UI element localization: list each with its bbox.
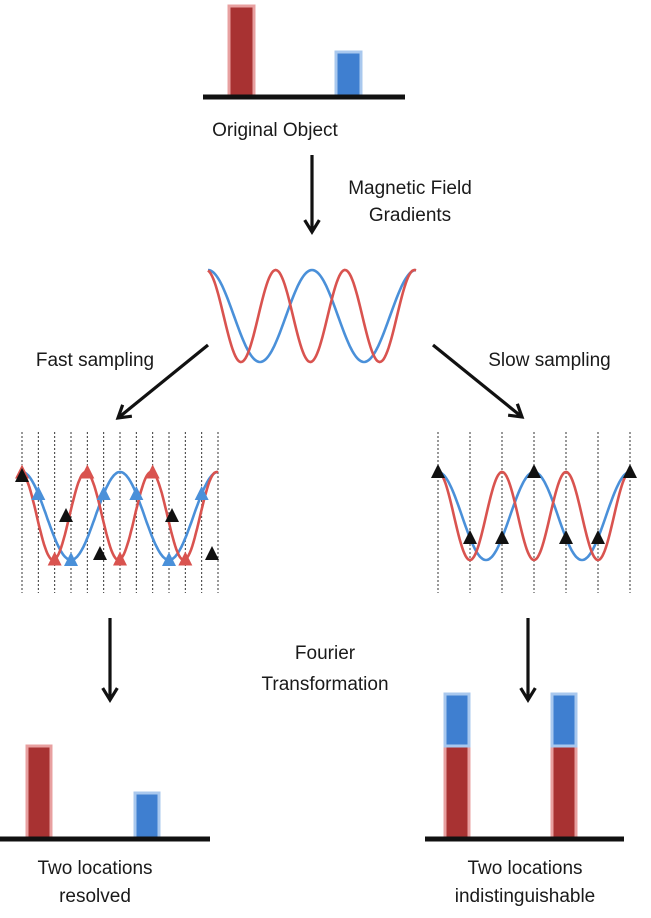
fast-red-marker bbox=[47, 551, 62, 566]
indistinguishable-label-line2: indistinguishable bbox=[454, 886, 596, 907]
fast-sampling-arrow-head bbox=[115, 404, 133, 420]
slow-black-marker bbox=[623, 464, 637, 478]
indist-blue-bar-left bbox=[443, 692, 471, 748]
gradients-arrow bbox=[303, 155, 321, 236]
arrows bbox=[101, 155, 537, 704]
fast-black-marker bbox=[59, 508, 73, 522]
slow-sampling-arrow bbox=[431, 343, 525, 419]
slow-sampling-arrow-shaft bbox=[431, 343, 524, 419]
center-blue-wave bbox=[207, 268, 417, 364]
slow-sampling-arrow-head bbox=[507, 403, 525, 419]
slow-black-marker bbox=[495, 530, 509, 544]
resolved-result-plot bbox=[0, 744, 210, 842]
fast-blue-marker bbox=[194, 486, 209, 500]
fast-red-marker bbox=[178, 551, 193, 566]
fast-blue-marker bbox=[64, 552, 78, 566]
fast-blue-marker bbox=[129, 486, 144, 500]
fast-black-marker bbox=[15, 468, 29, 482]
fast-black-marker bbox=[93, 546, 107, 560]
fast-sampling-label: Fast sampling bbox=[35, 350, 155, 371]
fast-blue-wave bbox=[21, 470, 219, 562]
indist-red-bar-right bbox=[550, 744, 578, 840]
slow-black-marker bbox=[591, 530, 605, 544]
fast-red-marker bbox=[80, 464, 95, 479]
gradients-label-line1: Magnetic Field bbox=[348, 178, 472, 199]
original-red-bar bbox=[227, 4, 256, 98]
fast-blue-marker bbox=[162, 552, 176, 566]
fast-red-marker bbox=[113, 551, 127, 566]
fast-blue-marker bbox=[31, 486, 46, 500]
original-object-plot bbox=[203, 4, 405, 100]
fast-black-marker bbox=[165, 508, 179, 522]
indist-blue-bar-right bbox=[550, 692, 578, 748]
fast-red-marker bbox=[145, 464, 160, 479]
slow-black-marker bbox=[559, 530, 573, 544]
fourier-arrow-right bbox=[519, 618, 537, 704]
center-red-wave bbox=[207, 268, 417, 364]
original-blue-bar bbox=[334, 50, 363, 98]
resolved-red-bar bbox=[25, 744, 53, 840]
fast-blue-marker bbox=[96, 486, 111, 500]
resolved-label-line2: resolved bbox=[59, 886, 131, 907]
fourier-label-line2: Transformation bbox=[261, 674, 389, 695]
gradients-arrow-head bbox=[303, 219, 321, 236]
fourier-arrow-right-head bbox=[519, 687, 537, 704]
fourier-arrow-left-head bbox=[101, 687, 119, 704]
slow-sampling-plot bbox=[431, 432, 637, 593]
fast-sampling-plot bbox=[15, 432, 219, 593]
original-object-label: Original Object bbox=[212, 120, 338, 141]
fast-sampling-arrow-shaft bbox=[116, 343, 210, 420]
slow-black-marker bbox=[463, 530, 477, 544]
indistinguishable-result-plot bbox=[425, 692, 624, 842]
indistinguishable-label-line1: Two locations bbox=[467, 858, 583, 879]
fourier-label-line1: Fourier bbox=[294, 643, 356, 664]
gradient-signal-waves bbox=[207, 268, 417, 364]
resolved-label-line1: Two locations bbox=[37, 858, 153, 879]
resolved-blue-bar bbox=[133, 791, 161, 840]
slow-red-wave bbox=[437, 470, 631, 562]
fast-sampling-arrow bbox=[115, 343, 210, 420]
indist-red-bar-left bbox=[443, 744, 471, 840]
slow-black-marker bbox=[431, 464, 445, 478]
gradients-label-line2: Gradients bbox=[368, 205, 452, 226]
slow-black-marker bbox=[527, 464, 541, 478]
slow-sampling-label: Slow sampling bbox=[488, 350, 611, 371]
fast-black-marker bbox=[205, 546, 219, 560]
fourier-arrow-left bbox=[101, 618, 119, 704]
